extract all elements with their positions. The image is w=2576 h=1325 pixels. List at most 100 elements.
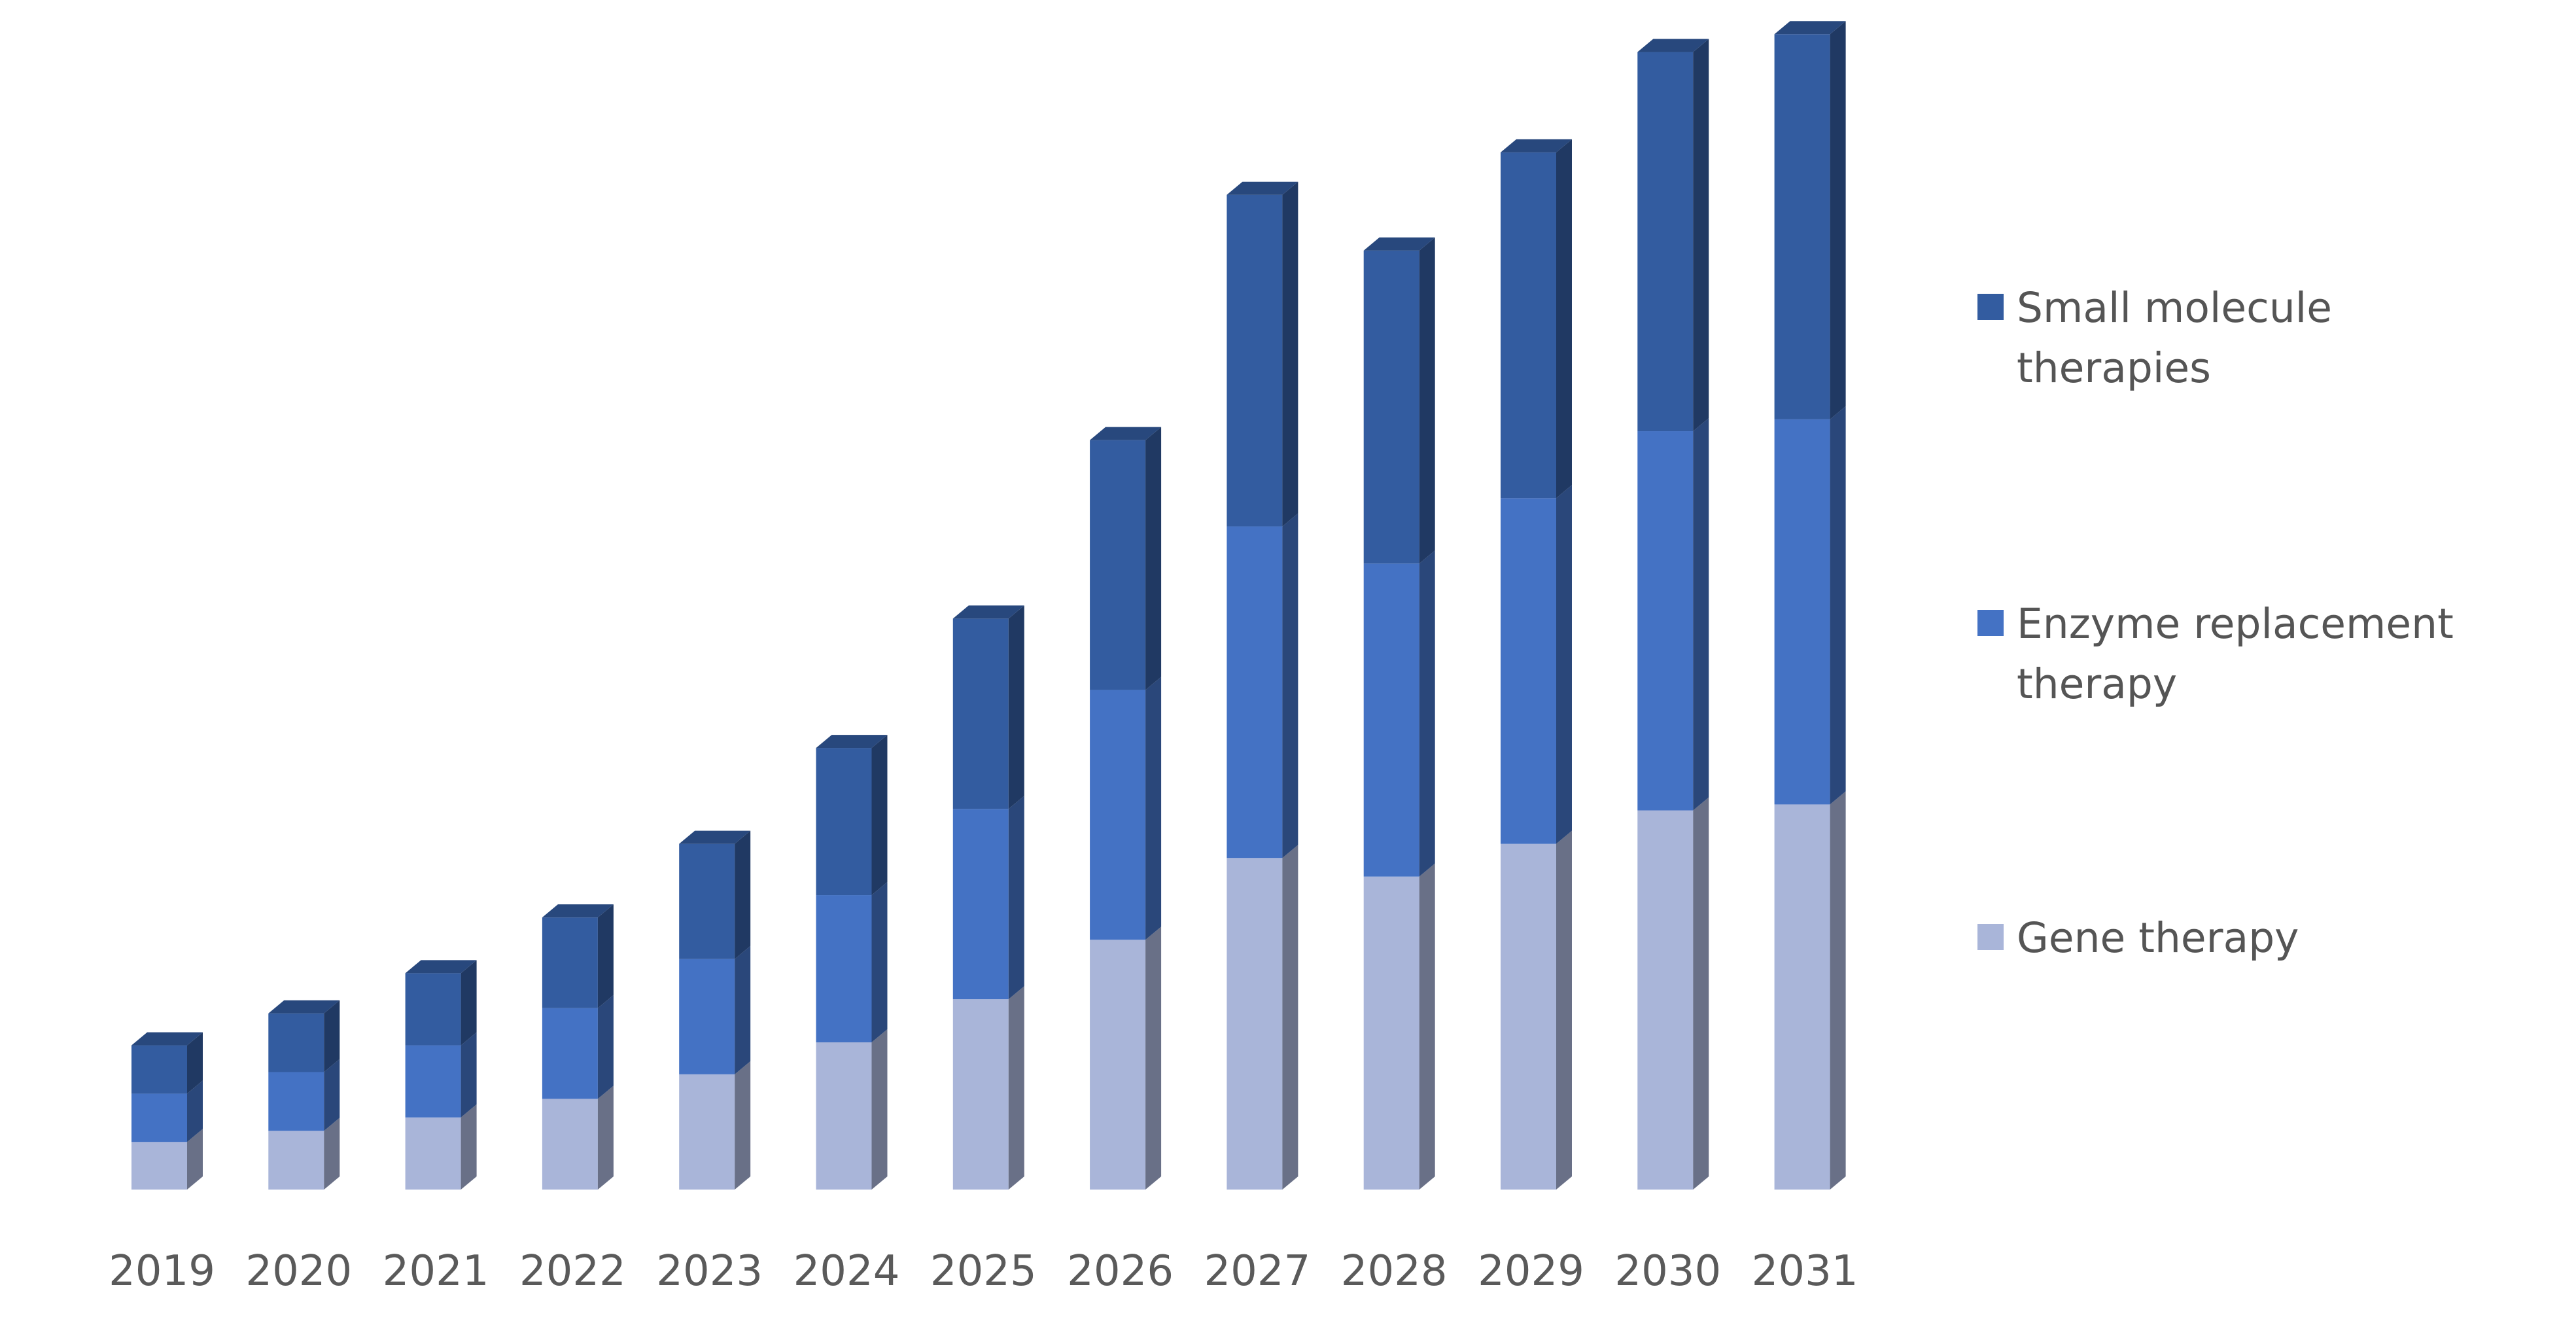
bar-small-molecule-therapies-2031	[1774, 34, 1830, 419]
legend-label: Small molecule	[2017, 284, 2332, 332]
bar-small-molecule-therapies-2019	[131, 1045, 187, 1094]
legend-label: therapy	[2017, 660, 2177, 708]
bar-gene-therapy-2020	[268, 1131, 324, 1190]
bar-side-gene-therapy-2021	[461, 1104, 477, 1190]
bar-gene-therapy-2019	[131, 1142, 187, 1190]
bar-small-molecule-therapies-2030	[1637, 52, 1694, 432]
bar-side-gene-therapy-2025	[1008, 986, 1024, 1190]
bar-top-2029	[1501, 139, 1572, 152]
x-tick-label-2027: 2027	[1204, 1247, 1310, 1296]
bar-side-small-molecule-therapies-2025	[1008, 605, 1024, 809]
bar-gene-therapy-2022	[542, 1099, 598, 1190]
x-tick-label-2023: 2023	[656, 1247, 763, 1296]
legend-label: therapies	[2017, 344, 2211, 392]
bar-top-2026	[1090, 427, 1162, 440]
bar-top-2020	[268, 1000, 340, 1014]
bar-top-2027	[1227, 181, 1298, 195]
bar-enzyme-replacement-therapy-2027	[1227, 526, 1283, 858]
bar-side-gene-therapy-2022	[597, 1086, 614, 1190]
bar-top-2023	[679, 830, 751, 844]
x-tick-label-2019: 2019	[109, 1247, 215, 1296]
bar-small-molecule-therapies-2025	[952, 618, 1009, 809]
bar-side-gene-therapy-2030	[1693, 797, 1709, 1190]
bar-side-gene-therapy-2019	[187, 1129, 203, 1190]
bar-side-enzyme-replacement-therapy-2027	[1282, 513, 1298, 858]
bar-side-enzyme-replacement-therapy-2020	[324, 1059, 340, 1131]
x-tick-label-2025: 2025	[930, 1247, 1037, 1296]
bar-side-small-molecule-therapies-2023	[735, 830, 751, 959]
legend: Small molecule therapies Enzyme replacemen…	[1977, 284, 2454, 962]
bar-side-gene-therapy-2031	[1830, 791, 1846, 1190]
legend-swatch	[1977, 610, 2004, 636]
x-tick-label-2029: 2029	[1478, 1247, 1584, 1296]
bar-gene-therapy-2031	[1774, 804, 1830, 1190]
legend-label: Gene therapy	[2017, 914, 2299, 962]
bar-small-molecule-therapies-2023	[679, 843, 735, 959]
bar-small-molecule-therapies-2024	[816, 748, 872, 896]
bar-side-enzyme-replacement-therapy-2026	[1145, 677, 1162, 940]
bar-small-molecule-therapies-2027	[1227, 194, 1283, 527]
bar-small-molecule-therapies-2026	[1090, 440, 1146, 690]
bar-group-2025	[952, 605, 1024, 1190]
x-axis: 2019 2020 2021 2022 2023 2024 2025 2026 2027 2028…	[109, 1247, 1858, 1296]
bar-enzyme-replacement-therapy-2031	[1774, 419, 1830, 805]
bar-side-small-molecule-therapies-2029	[1556, 139, 1572, 499]
x-tick-label-2024: 2024	[793, 1247, 900, 1296]
bar-side-gene-therapy-2024	[871, 1029, 888, 1190]
bar-top-2022	[542, 904, 614, 918]
bar-side-gene-therapy-2028	[1419, 863, 1435, 1190]
bar-small-molecule-therapies-2028	[1363, 250, 1419, 564]
bar-enzyme-replacement-therapy-2024	[816, 895, 872, 1043]
bar-group-2028	[1363, 237, 1435, 1190]
bar-side-gene-therapy-2023	[735, 1061, 751, 1190]
bar-enzyme-replacement-therapy-2020	[268, 1072, 324, 1131]
bar-side-gene-therapy-2027	[1282, 845, 1298, 1190]
bar-side-small-molecule-therapies-2021	[461, 960, 477, 1046]
bar-group-2030	[1637, 39, 1709, 1190]
bar-gene-therapy-2024	[816, 1042, 872, 1190]
bar-group-2024	[816, 735, 888, 1190]
legend-swatch	[1977, 924, 2004, 950]
bar-enzyme-replacement-therapy-2029	[1501, 498, 1556, 844]
bar-side-enzyme-replacement-therapy-2030	[1693, 418, 1709, 811]
bar-gene-therapy-2030	[1637, 810, 1694, 1190]
bar-small-molecule-therapies-2022	[542, 917, 598, 1008]
x-tick-label-2026: 2026	[1067, 1247, 1174, 1296]
bar-gene-therapy-2027	[1227, 858, 1283, 1190]
bar-enzyme-replacement-therapy-2025	[952, 809, 1009, 1000]
bar-top-2019	[131, 1032, 203, 1046]
x-tick-label-2031: 2031	[1752, 1247, 1858, 1296]
bar-side-enzyme-replacement-therapy-2031	[1830, 406, 1846, 805]
bar-enzyme-replacement-therapy-2023	[679, 959, 735, 1074]
bar-side-small-molecule-therapies-2026	[1145, 427, 1162, 690]
bar-enzyme-replacement-therapy-2019	[131, 1093, 187, 1142]
bar-side-small-molecule-therapies-2027	[1282, 181, 1298, 527]
bar-side-enzyme-replacement-therapy-2021	[461, 1032, 477, 1118]
bar-top-2021	[405, 960, 477, 974]
bar-side-gene-therapy-2026	[1145, 927, 1162, 1190]
bar-side-enzyme-replacement-therapy-2023	[735, 945, 751, 1074]
bar-top-2031	[1774, 21, 1846, 35]
bar-side-enzyme-replacement-therapy-2025	[1008, 796, 1024, 1000]
bar-group-2029	[1501, 139, 1572, 1190]
bar-group-2019	[131, 1032, 203, 1190]
bar-side-enzyme-replacement-therapy-2019	[187, 1080, 203, 1142]
bar-group-2027	[1227, 181, 1298, 1190]
x-tick-label-2020: 2020	[245, 1247, 352, 1296]
bar-enzyme-replacement-therapy-2022	[542, 1008, 598, 1099]
bar-side-small-molecule-therapies-2020	[324, 1000, 340, 1072]
bar-side-enzyme-replacement-therapy-2028	[1419, 550, 1435, 877]
x-tick-label-2030: 2030	[1614, 1247, 1721, 1296]
bar-group-2026	[1090, 427, 1162, 1190]
x-tick-label-2028: 2028	[1341, 1247, 1448, 1296]
bar-small-molecule-therapies-2021	[405, 973, 461, 1046]
bar-side-gene-therapy-2029	[1556, 830, 1572, 1190]
bar-group-2031	[1774, 21, 1846, 1190]
bar-group-2021	[405, 960, 477, 1190]
bar-top-2030	[1637, 39, 1709, 52]
bar-gene-therapy-2028	[1363, 876, 1419, 1190]
bar-enzyme-replacement-therapy-2030	[1637, 431, 1694, 811]
bar-small-molecule-therapies-2029	[1501, 152, 1556, 499]
legend-item-enzyme-replacement-therapy: Enzyme replacement therapy	[1977, 600, 2454, 708]
legend-label: Enzyme replacement	[2017, 600, 2454, 648]
